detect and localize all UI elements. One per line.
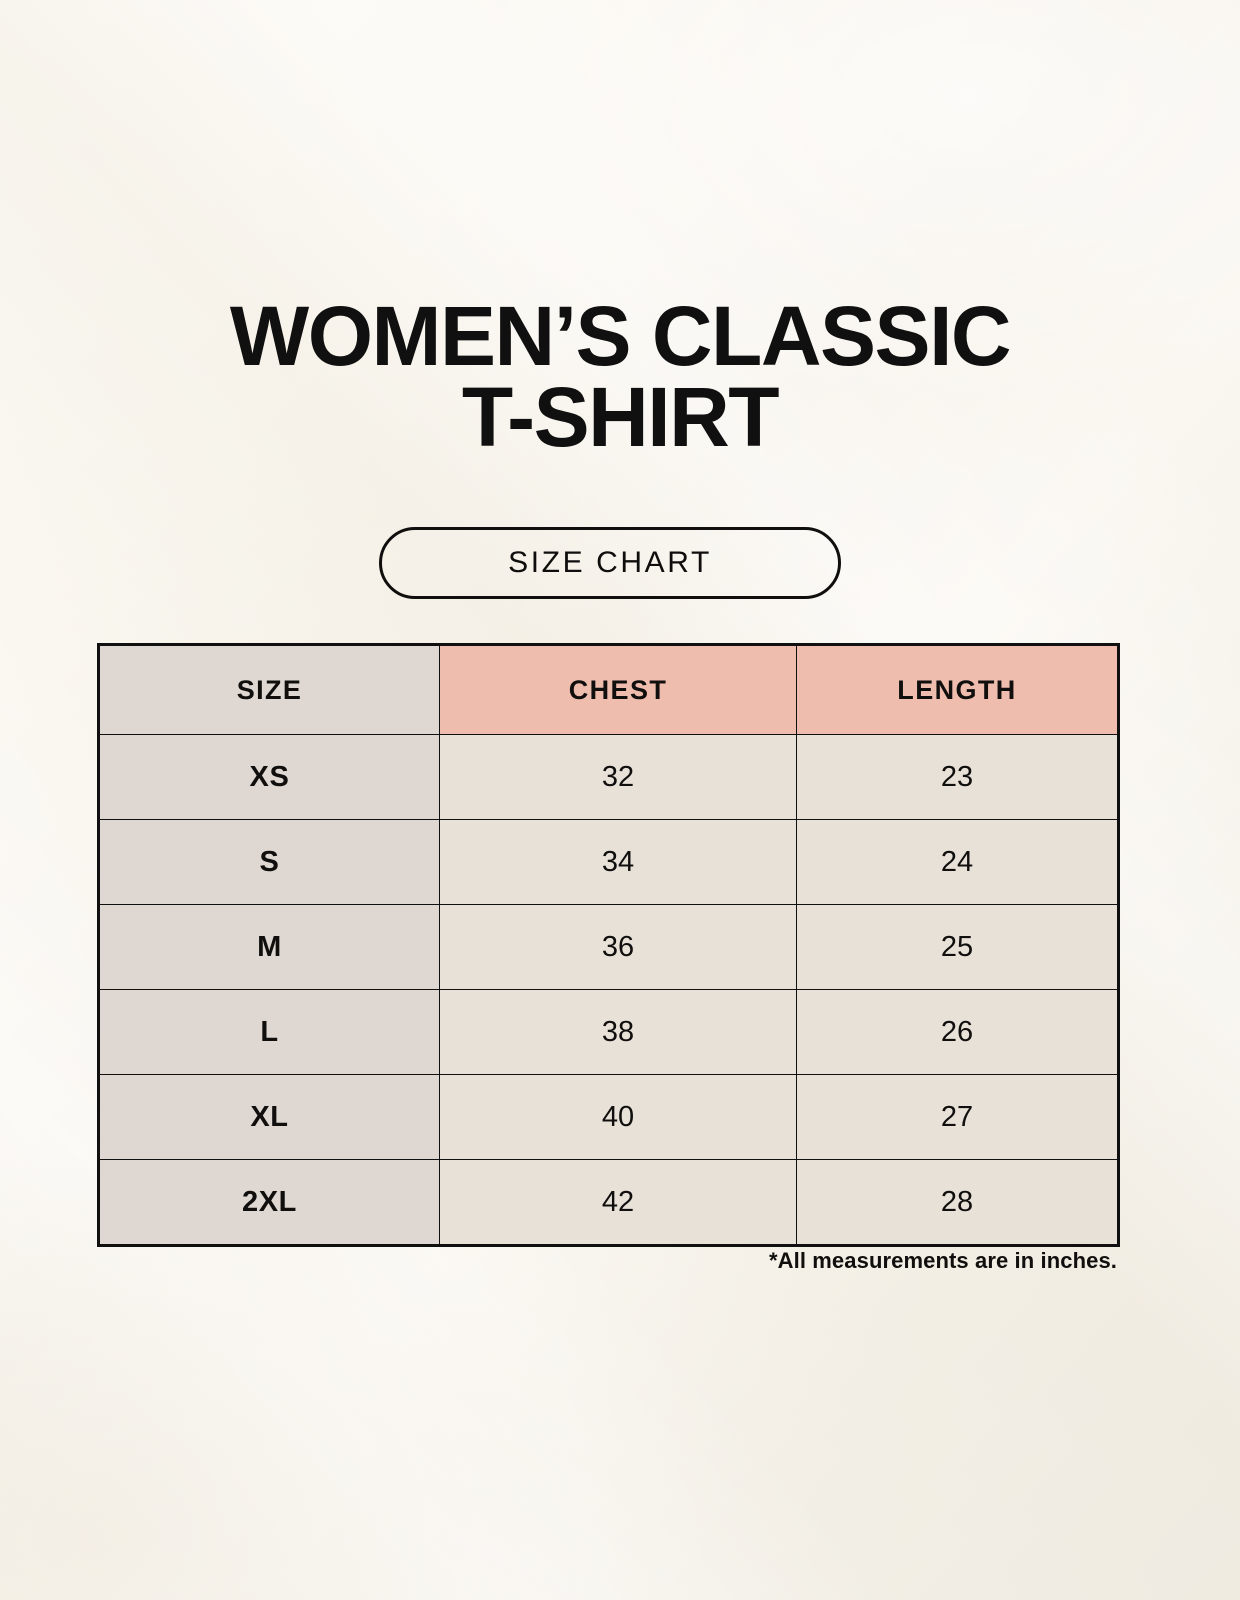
size-table-body: XS 32 23 S 34 24 M 36 25 L [98, 734, 1119, 1246]
cell-length: 23 [796, 734, 1119, 820]
size-chart-badge: SIZE CHART [379, 527, 841, 599]
table-row: XL 40 27 [98, 1074, 1119, 1160]
cell-chest: 40 [439, 1074, 797, 1160]
cell-chest: 36 [439, 904, 797, 990]
column-header-length: LENGTH [796, 644, 1119, 735]
cell-length: 24 [796, 819, 1119, 905]
table-row: S 34 24 [98, 819, 1119, 905]
cell-size: M [98, 904, 440, 990]
size-chart-badge-label: SIZE CHART [508, 546, 712, 579]
size-table: SIZE CHEST LENGTH XS 32 23 S 34 24 [97, 643, 1120, 1247]
column-header-chest: CHEST [439, 644, 797, 735]
column-header-size: SIZE [98, 644, 440, 735]
size-table-container: SIZE CHEST LENGTH XS 32 23 S 34 24 [97, 643, 1120, 1247]
table-header-row: SIZE CHEST LENGTH [98, 644, 1119, 735]
cell-size: S [98, 819, 440, 905]
cell-chest: 42 [439, 1159, 797, 1246]
cell-length: 28 [796, 1159, 1119, 1246]
cell-chest: 38 [439, 989, 797, 1075]
cell-chest: 32 [439, 734, 797, 820]
page-title: WOMEN’S CLASSIC T-SHIRT [229, 289, 1012, 465]
measurements-footnote: *All measurements are in inches. [768, 1248, 1117, 1273]
size-table-header: SIZE CHEST LENGTH [98, 644, 1119, 735]
table-row: XS 32 23 [98, 734, 1119, 820]
cell-size: XS [98, 734, 440, 820]
cell-size: L [98, 989, 440, 1075]
table-row: M 36 25 [98, 904, 1119, 990]
table-row: L 38 26 [98, 989, 1119, 1075]
cell-length: 26 [796, 989, 1119, 1075]
cell-size: XL [98, 1074, 440, 1160]
cell-size: 2XL [98, 1159, 440, 1246]
cell-chest: 34 [439, 819, 797, 905]
table-row: 2XL 42 28 [98, 1159, 1119, 1246]
cell-length: 25 [796, 904, 1119, 990]
cell-length: 27 [796, 1074, 1119, 1160]
